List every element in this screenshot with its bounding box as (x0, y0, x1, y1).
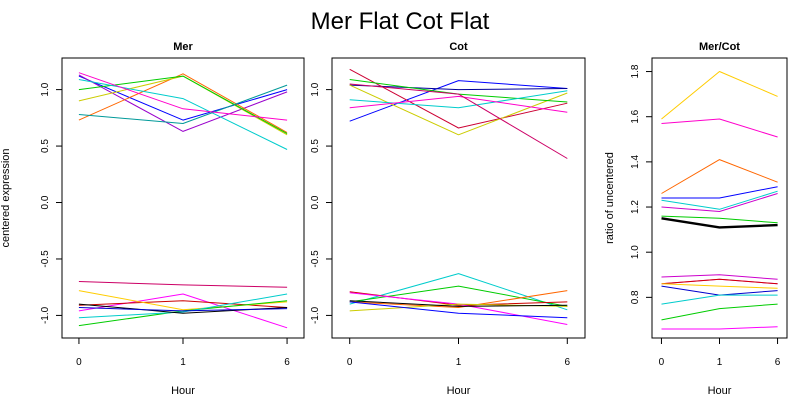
panels-group: Mer 0 1 6 -1.0 -0.5 0.0 0.5 1.0 Hour centered expr… (0, 41, 788, 397)
series-line-1 (349, 84, 568, 91)
y-tick-label: -1.0 (40, 306, 51, 324)
series-line-7 (661, 217, 778, 229)
series-line-10 (349, 290, 568, 308)
series-line-5 (661, 193, 778, 212)
series-line-0 (661, 71, 778, 120)
series-line-4 (661, 190, 778, 210)
panel-2: Mer/Cot 0 1 6 0.8 1.0 1.2 1.4 1.6 1.8 Hour ratio of… (604, 41, 788, 397)
x-tick-label: 6 (284, 357, 290, 368)
series-line-15 (78, 307, 288, 312)
series-line-1 (78, 74, 288, 132)
x-tick-label: 0 (347, 357, 353, 368)
plot-frame (61, 57, 305, 339)
series-line-10 (78, 300, 288, 308)
y-tick-label: -1.0 (310, 306, 321, 324)
plot-frame (331, 57, 586, 339)
series-line-8 (661, 274, 778, 280)
y-tick-label: -0.5 (40, 250, 51, 268)
x-axis-label: Hour (447, 385, 471, 397)
series-line-9 (78, 293, 288, 329)
y-tick-label: 1.8 (630, 64, 641, 78)
series-line-7 (349, 83, 568, 159)
x-tick-label: 1 (717, 357, 723, 368)
x-tick-label: 1 (456, 357, 462, 368)
series-line-13 (78, 293, 288, 319)
series-line-4 (349, 79, 568, 103)
series-line-9 (661, 278, 778, 285)
series-line-5 (349, 90, 568, 109)
series-line-8 (349, 273, 568, 311)
x-axis-label: Hour (171, 385, 195, 397)
x-tick-label: 6 (565, 357, 571, 368)
y-tick-label: 1.0 (40, 82, 51, 96)
panel-0: Mer 0 1 6 -1.0 -0.5 0.0 0.5 1.0 Hour centered expr… (0, 41, 305, 397)
x-tick-label: 0 (659, 357, 665, 368)
series-line-3 (661, 186, 778, 199)
series-line-1 (661, 118, 778, 138)
series-line-2 (349, 68, 568, 129)
y-tick-label: 0.8 (630, 290, 641, 304)
panel-title: Cot (449, 41, 468, 53)
figure-title: Mer Flat Cot Flat (311, 8, 490, 35)
series-line-15 (349, 300, 568, 307)
series-line-0 (349, 80, 568, 122)
y-tick-label: 1.6 (630, 109, 641, 123)
series-line-7 (78, 72, 288, 121)
panel-title: Mer (173, 41, 193, 53)
x-axis-label: Hour (708, 385, 732, 397)
series-line-14 (349, 301, 568, 319)
series-line-6 (661, 215, 778, 224)
series-line-14 (661, 303, 778, 321)
series-line-0 (78, 75, 288, 121)
y-tick-label: 1.2 (630, 200, 641, 214)
y-tick-label: 0.0 (40, 195, 51, 209)
y-tick-label: 1.0 (630, 245, 641, 259)
series-line-10 (661, 278, 778, 285)
series-line-13 (661, 294, 778, 305)
series-line-5 (78, 79, 288, 150)
series-line-8 (78, 281, 288, 288)
y-tick-label: 0.5 (310, 139, 321, 153)
y-tick-label: -0.5 (310, 250, 321, 268)
series-line-6 (78, 84, 288, 124)
series-line-2 (78, 73, 288, 133)
series-line-3 (349, 84, 568, 136)
y-tick-label: 0.5 (40, 139, 51, 153)
y-axis-label: ratio of uncentered (604, 152, 616, 244)
series-line-15 (661, 326, 778, 330)
series-line-6 (349, 95, 568, 113)
y-tick-label: 1.4 (630, 154, 641, 168)
y-tick-label: 0.0 (310, 195, 321, 209)
panel-title: Mer/Cot (699, 41, 740, 53)
x-tick-label: 6 (775, 357, 781, 368)
series-line-2 (661, 159, 778, 194)
y-tick-label: 1.0 (310, 82, 321, 96)
y-axis-label: centered expression (0, 148, 12, 247)
panel-1: Cot 0 1 6 -1.0 -0.5 0.0 0.5 1.0 Hour (310, 41, 586, 397)
series-line-11 (661, 283, 778, 289)
x-tick-label: 0 (76, 357, 82, 368)
x-tick-label: 1 (180, 357, 186, 368)
